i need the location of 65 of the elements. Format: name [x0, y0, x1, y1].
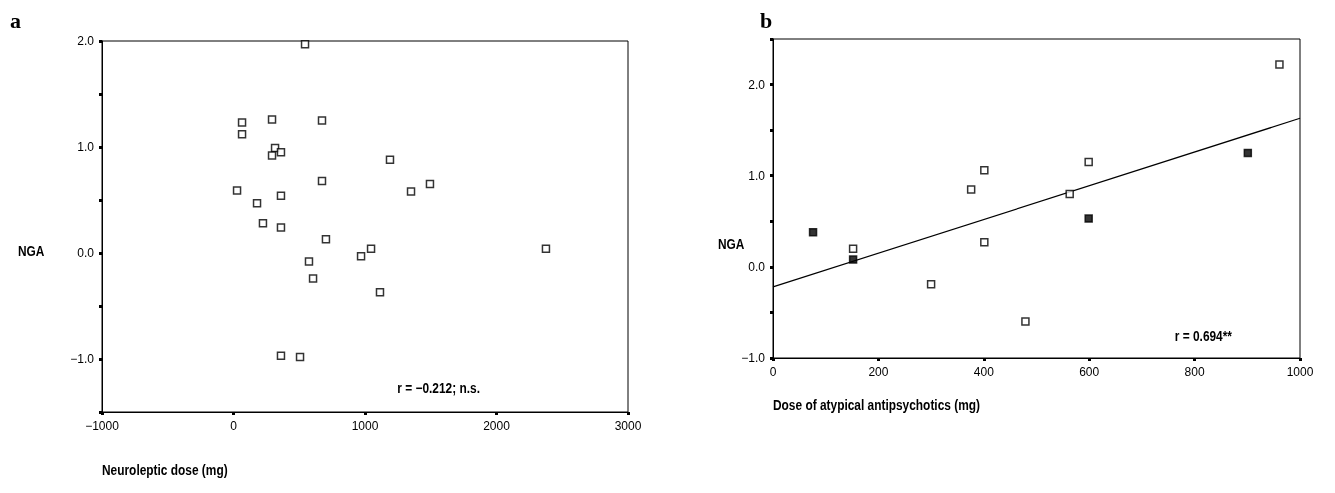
y-tick-label: −1.0 — [741, 351, 766, 365]
point — [541, 244, 551, 254]
point — [1275, 60, 1284, 69]
point — [308, 274, 318, 283]
point — [356, 251, 366, 261]
point — [980, 166, 989, 175]
point — [304, 257, 314, 266]
point — [276, 148, 286, 157]
point — [252, 198, 262, 208]
x-axis-title: Dose of atypical antipsychotics (mg) — [773, 397, 980, 413]
annotation: r = 0.694** — [1174, 328, 1232, 344]
point — [366, 244, 376, 254]
point — [237, 118, 247, 127]
x-tick-label: 0 — [769, 365, 777, 379]
point — [406, 187, 416, 196]
point — [295, 352, 305, 362]
x-tick-label: 1000 — [351, 419, 379, 433]
x-tick-label: 1000 — [1286, 365, 1314, 379]
point — [321, 234, 331, 244]
y-tick-label: 1.0 — [77, 140, 95, 154]
point — [258, 219, 268, 228]
point — [1084, 157, 1093, 167]
y-tick-label: 0.0 — [748, 259, 766, 274]
point — [1243, 148, 1253, 158]
chart-title: a — [10, 8, 21, 34]
point — [232, 186, 242, 195]
x-tick-label: −1000 — [85, 419, 120, 433]
point — [808, 227, 818, 237]
point — [1065, 189, 1074, 199]
x-tick-label: 200 — [868, 365, 889, 379]
point — [267, 151, 277, 160]
y-tick-label: 2.0 — [77, 34, 95, 48]
y-tick-label: −1.0 — [70, 352, 95, 366]
x-tick-label: 600 — [1079, 365, 1100, 379]
point — [425, 179, 435, 189]
point — [1021, 317, 1030, 326]
x-tick-label: 0 — [230, 419, 238, 433]
y-axis-title: NGA — [718, 236, 745, 252]
point — [385, 155, 395, 164]
point — [926, 279, 936, 289]
point — [276, 223, 286, 232]
point — [267, 115, 277, 124]
point — [237, 130, 247, 139]
point — [317, 176, 327, 186]
point — [276, 351, 286, 361]
chart-title: b — [760, 8, 773, 34]
point — [848, 244, 858, 253]
x-tick-label: 2000 — [483, 419, 511, 433]
x-tick-label: 400 — [973, 365, 995, 379]
annotation: r = −0.212; n.s. — [397, 380, 480, 396]
point — [848, 255, 858, 264]
point — [300, 39, 310, 49]
y-tick-label: 0.0 — [77, 246, 95, 260]
point — [966, 185, 976, 194]
point — [1084, 214, 1093, 223]
point — [276, 191, 286, 201]
x-tick-label: 800 — [1184, 365, 1205, 379]
y-tick-label: 1.0 — [748, 168, 766, 183]
y-tick-label: 2.0 — [748, 77, 766, 92]
x-tick-label: 3000 — [614, 419, 642, 433]
point — [375, 287, 385, 297]
point — [317, 116, 327, 125]
y-axis-title: NGA — [18, 243, 45, 259]
x-axis-title: Neuroleptic dose (mg) — [102, 462, 228, 478]
point — [980, 238, 989, 247]
